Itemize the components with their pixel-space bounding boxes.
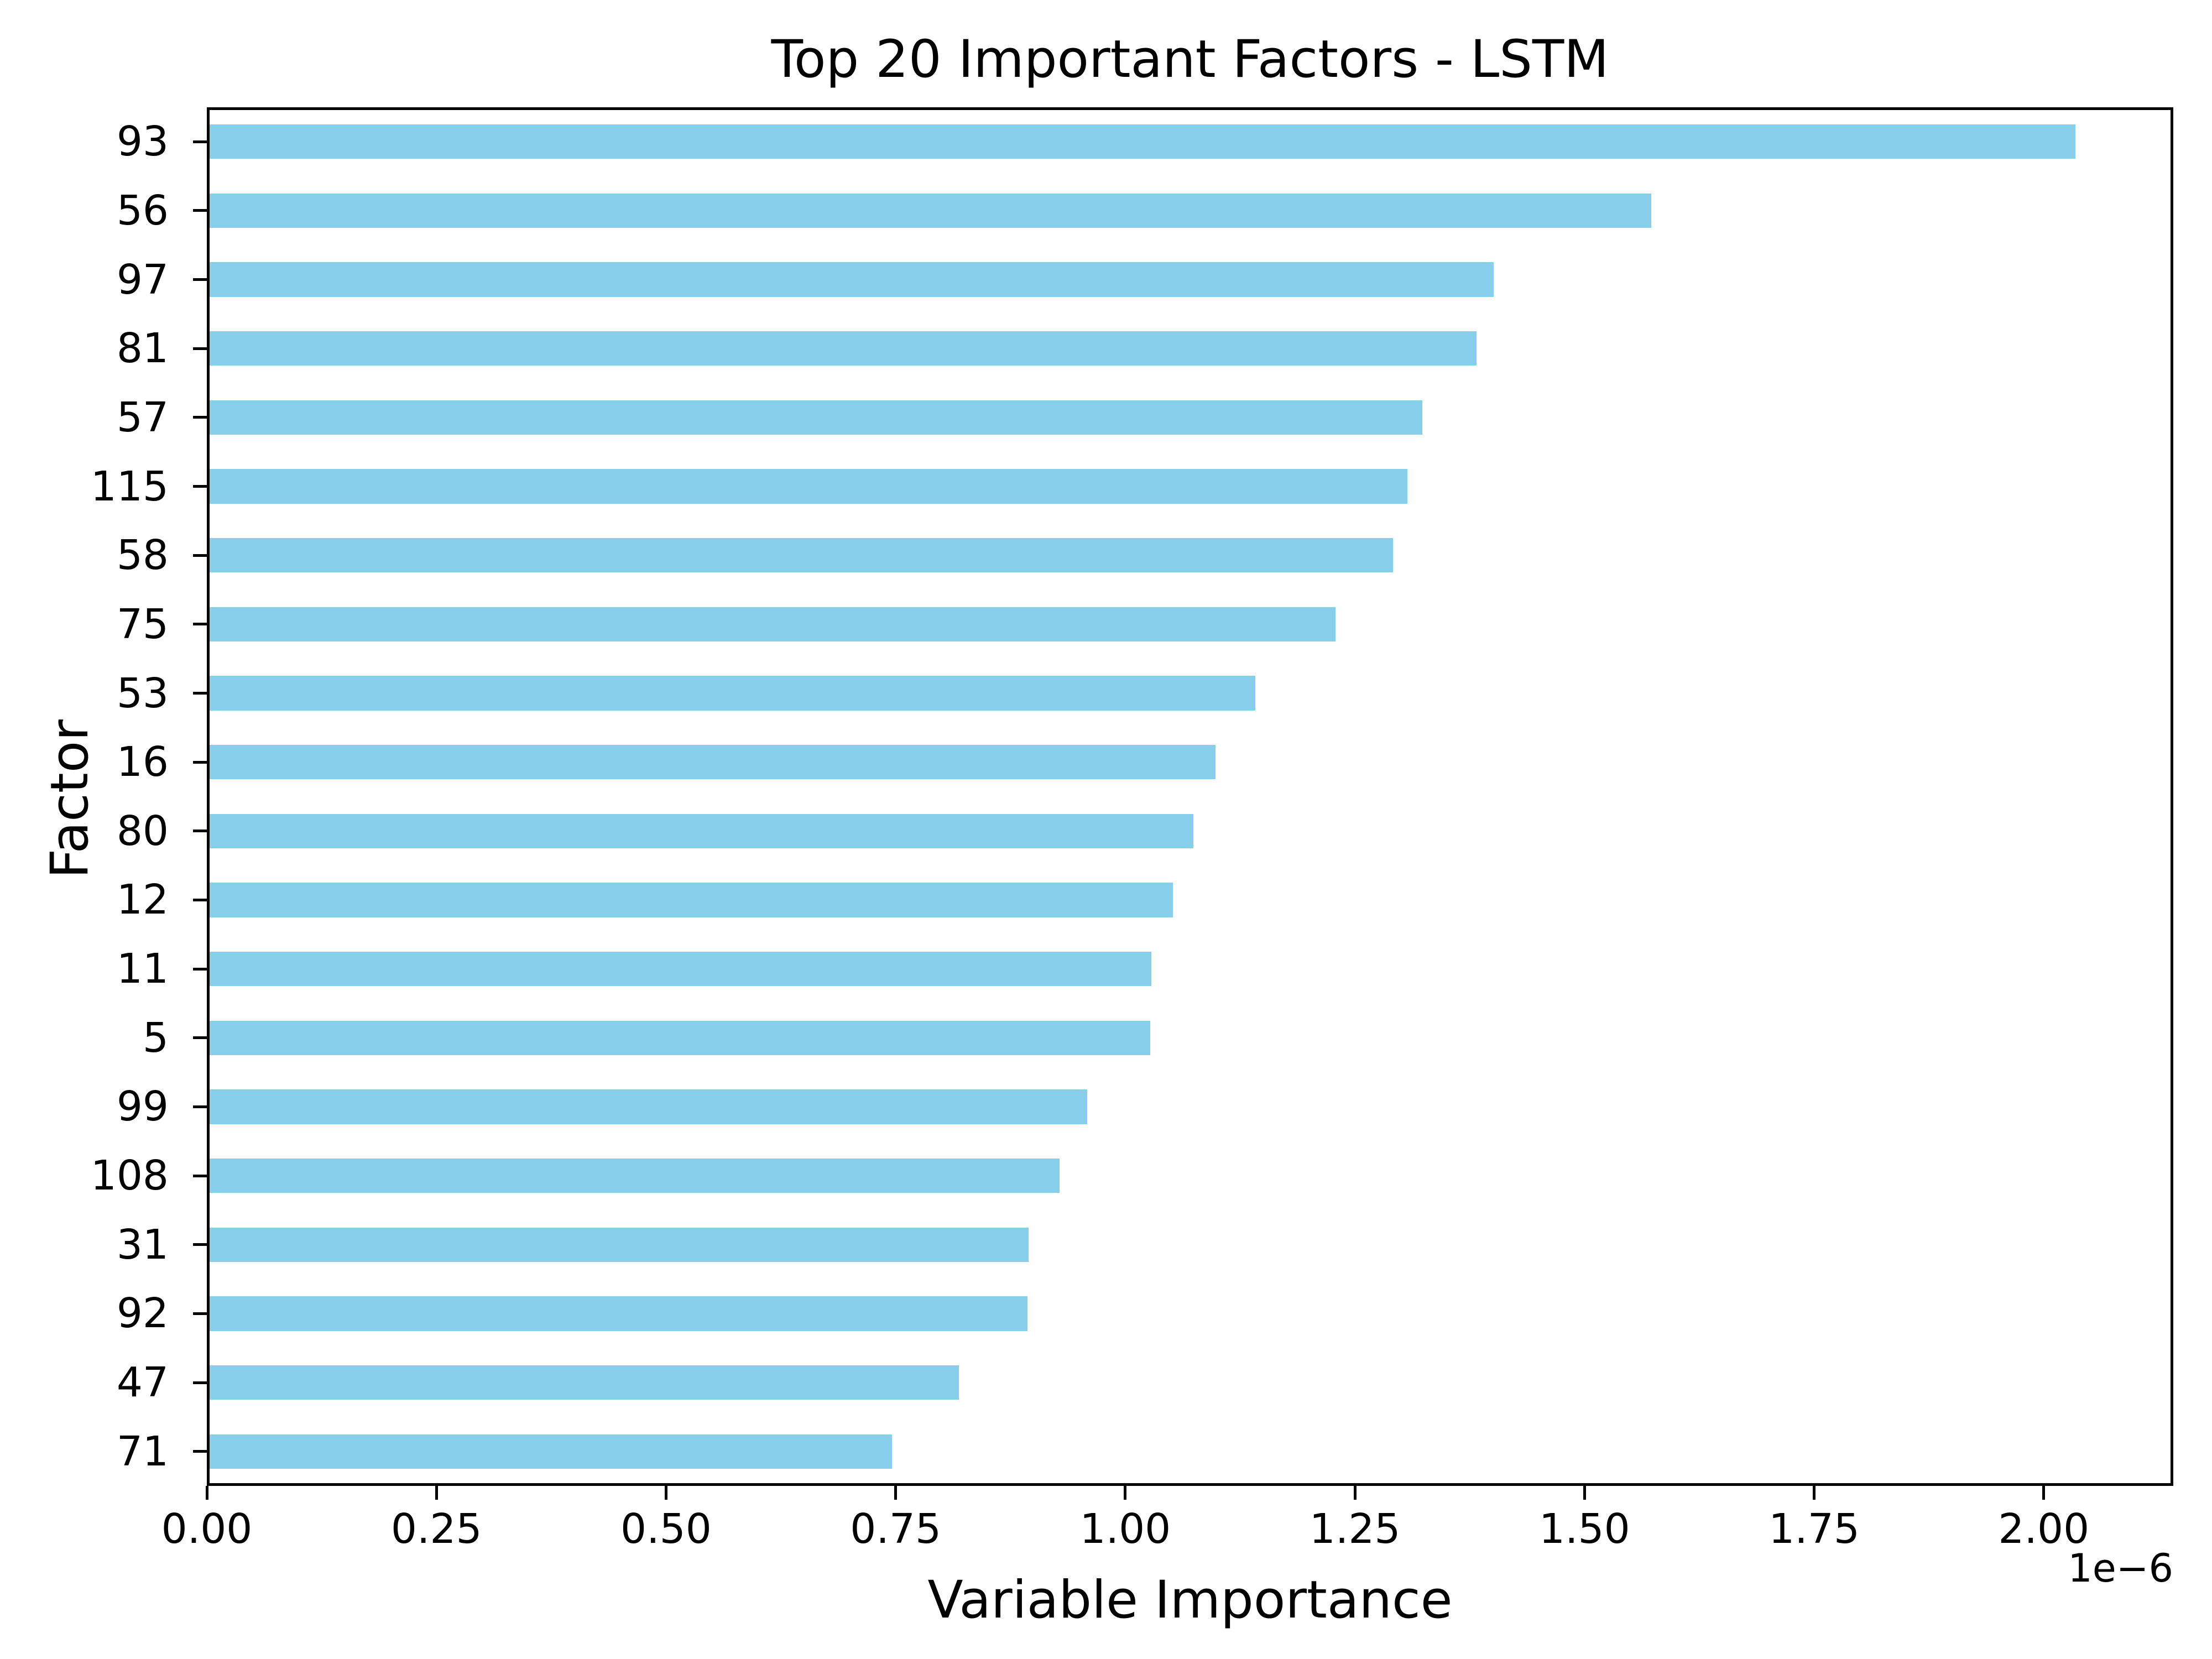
y-tick-label: 75	[116, 600, 169, 648]
bar-factor-99	[210, 1089, 1087, 1124]
x-tick-mark	[2042, 1486, 2046, 1500]
y-tick-mark	[193, 1450, 207, 1453]
y-tick-mark	[193, 967, 207, 971]
x-tick-mark	[664, 1486, 667, 1500]
x-tick-label: 2.00	[1998, 1505, 2090, 1553]
bar-factor-53	[210, 676, 1256, 711]
x-tick-mark	[894, 1486, 898, 1500]
y-tick-mark	[193, 278, 207, 281]
x-tick-label: 1.25	[1309, 1505, 1401, 1553]
y-tick-mark	[193, 1036, 207, 1040]
bar-factor-108	[210, 1158, 1060, 1193]
bar-factor-12	[210, 883, 1173, 917]
x-tick-mark	[435, 1486, 438, 1500]
x-tick-mark	[1124, 1486, 1127, 1500]
y-tick-mark	[193, 623, 207, 626]
y-tick-label: 115	[90, 462, 169, 510]
y-tick-label: 16	[116, 738, 169, 786]
bar-factor-81	[210, 331, 1477, 366]
y-tick-mark	[193, 692, 207, 695]
y-tick-label: 58	[116, 531, 169, 580]
y-tick-label: 11	[116, 945, 169, 993]
x-tick-mark	[205, 1486, 208, 1500]
bar-factor-115	[210, 469, 1408, 504]
bar-factor-97	[210, 262, 1494, 297]
bar-factor-71	[210, 1434, 892, 1469]
x-tick-label: 1.00	[1079, 1505, 1171, 1553]
y-tick-label: 92	[116, 1290, 169, 1338]
y-tick-mark	[193, 485, 207, 488]
bar-factor-58	[210, 538, 1393, 573]
y-tick-label: 71	[116, 1427, 169, 1475]
y-tick-mark	[193, 209, 207, 212]
y-tick-mark	[193, 554, 207, 557]
y-tick-mark	[193, 1243, 207, 1246]
y-tick-label: 53	[116, 669, 169, 717]
x-tick-mark	[1813, 1486, 1816, 1500]
y-tick-mark	[193, 898, 207, 901]
y-tick-mark	[193, 1312, 207, 1315]
y-tick-label: 81	[116, 325, 169, 373]
y-tick-label: 80	[116, 807, 169, 855]
plot-area	[207, 107, 2173, 1486]
y-tick-mark	[193, 1105, 207, 1108]
bar-factor-56	[210, 193, 1651, 228]
y-tick-label: 56	[116, 186, 169, 234]
bar-factor-5	[210, 1020, 1150, 1055]
bar-factor-93	[210, 124, 2075, 159]
x-tick-label: 0.00	[161, 1505, 253, 1553]
y-tick-label: 97	[116, 255, 169, 304]
x-tick-label: 1.50	[1538, 1505, 1630, 1553]
y-tick-label: 99	[116, 1083, 169, 1131]
x-tick-mark	[1353, 1486, 1357, 1500]
y-tick-label: 93	[116, 118, 169, 166]
bar-factor-47	[210, 1365, 959, 1400]
bar-factor-80	[210, 813, 1193, 848]
bar-factor-92	[210, 1296, 1028, 1331]
y-tick-label: 31	[116, 1220, 169, 1269]
y-tick-label: 5	[142, 1014, 169, 1062]
x-axis-offset-label: 1e−6	[2068, 1546, 2173, 1591]
chart-title: Top 20 Important Factors - LSTM	[771, 29, 1609, 90]
y-tick-label: 108	[90, 1152, 169, 1200]
x-tick-label: 0.50	[620, 1505, 712, 1553]
y-tick-mark	[193, 1174, 207, 1177]
x-axis-label: Variable Importance	[927, 1570, 1453, 1630]
x-tick-label: 0.75	[850, 1505, 942, 1553]
y-tick-label: 47	[116, 1359, 169, 1407]
bar-factor-16	[210, 745, 1215, 780]
y-tick-mark	[193, 760, 207, 764]
x-tick-label: 0.25	[390, 1505, 482, 1553]
bar-factor-11	[210, 951, 1151, 987]
y-tick-mark	[193, 416, 207, 419]
y-tick-mark	[193, 347, 207, 350]
y-tick-mark	[193, 830, 207, 833]
y-tick-label: 12	[116, 876, 169, 924]
y-tick-mark	[193, 1381, 207, 1384]
x-tick-mark	[1583, 1486, 1586, 1500]
bar-factor-75	[210, 607, 1335, 642]
y-tick-label: 57	[116, 393, 169, 441]
y-tick-mark	[193, 140, 207, 143]
bar-factor-31	[210, 1227, 1029, 1262]
bar-factor-57	[210, 400, 1422, 435]
x-tick-label: 1.75	[1768, 1505, 1860, 1553]
